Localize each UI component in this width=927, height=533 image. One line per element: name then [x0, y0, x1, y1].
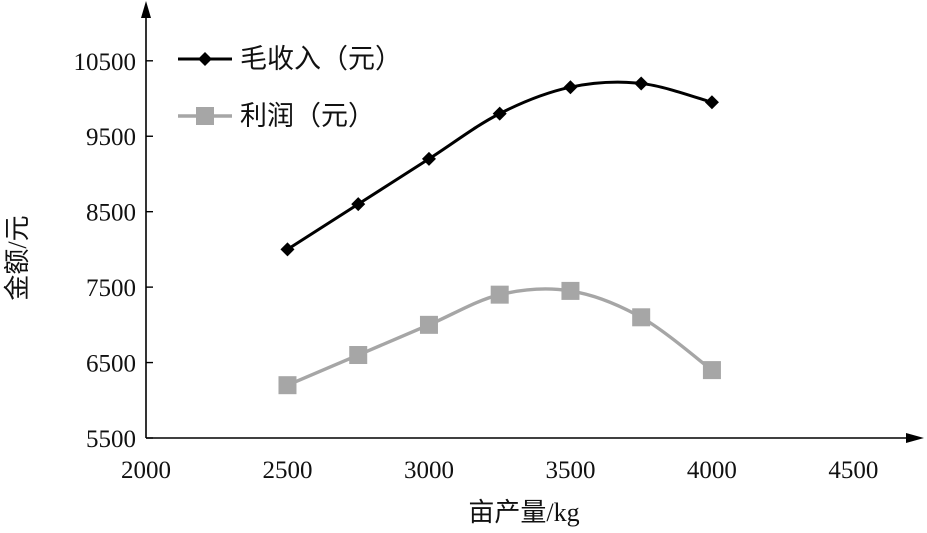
y-tick-label: 7500	[86, 275, 136, 302]
data-point-diamond	[704, 95, 719, 110]
data-point-diamond	[634, 76, 649, 91]
data-point-square	[490, 285, 509, 304]
data-point-square	[632, 308, 651, 327]
y-tick-label: 8500	[86, 200, 136, 227]
y-tick-label: 5500	[86, 426, 136, 453]
x-tick-label: 2000	[121, 457, 171, 484]
legend-square-marker	[196, 107, 214, 125]
axes: 5500 6500 7500 8500 9500 10500 2000 2500 3000 350…	[74, 1, 924, 484]
x-tick-label: 4000	[687, 457, 737, 484]
data-point-square	[349, 346, 368, 365]
x-tick-label: 3000	[404, 457, 454, 484]
legend-diamond-marker	[198, 52, 212, 66]
data-point-diamond	[351, 197, 366, 212]
x-axis-title: 亩产量/kg	[468, 498, 579, 527]
data-point-diamond	[563, 80, 578, 95]
data-point-diamond	[280, 242, 295, 257]
data-point-square	[278, 376, 297, 395]
y-axis-title: 金额/元	[3, 215, 32, 300]
y-axis-arrow	[141, 1, 151, 18]
y-tick-label: 6500	[86, 351, 136, 378]
data-point-square	[702, 361, 721, 380]
series-1	[280, 76, 719, 257]
x-tick-label: 3500	[545, 457, 595, 484]
series-layer	[278, 76, 721, 395]
x-axis-arrow	[906, 433, 924, 443]
legend-label: 利润（元）	[240, 101, 375, 131]
y-tick-label: 9500	[86, 124, 136, 151]
legend-label: 毛收入（元）	[240, 44, 402, 74]
data-point-square	[561, 281, 580, 300]
data-point-diamond	[421, 151, 436, 166]
x-tick-label: 2500	[262, 457, 312, 484]
legend-entry-1: 毛收入（元）	[178, 44, 402, 74]
series-2	[278, 281, 721, 395]
x-tick-label: 4500	[828, 457, 878, 484]
y-tick-label: 10500	[74, 49, 137, 76]
legend-entry-2: 利润（元）	[178, 101, 375, 131]
data-point-diamond	[492, 106, 507, 121]
legend: 毛收入（元） 利润（元）	[178, 44, 402, 131]
data-point-square	[419, 315, 438, 334]
